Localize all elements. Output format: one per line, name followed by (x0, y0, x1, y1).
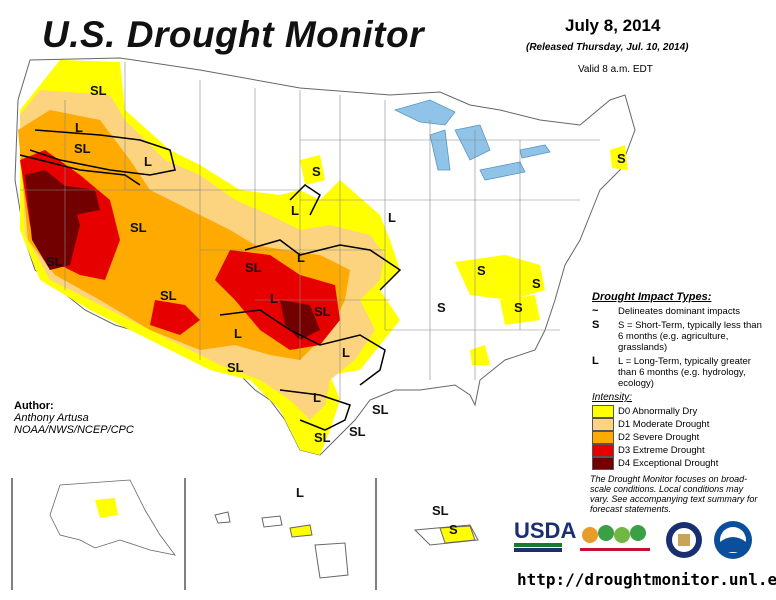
label-sl-11: SL (314, 430, 331, 445)
label-sl-4: SL (46, 254, 63, 269)
swatch-d3 (592, 443, 614, 457)
author-org: NOAA/NWS/NCEP/CPC (14, 424, 134, 436)
ndmc-logo (580, 525, 650, 551)
label-sl-7: SL (314, 304, 331, 319)
label-sl-2: SL (74, 141, 91, 156)
label-sl-10: SL (349, 424, 366, 439)
impact-header: Drought Impact Types: (592, 291, 712, 303)
legend-d0: D0 Abnormally Dry (592, 404, 764, 418)
label-l-2: L (144, 154, 152, 169)
label-sl-pr: SL (432, 503, 449, 518)
legend-d1: D1 Moderate Drought (592, 417, 764, 431)
label-s-6: S (617, 151, 626, 166)
map-date: July 8, 2014 (565, 16, 661, 35)
swatch-d1 (592, 417, 614, 431)
label-sl-9: SL (372, 402, 389, 417)
legend-d2: D2 Severe Drought (592, 430, 764, 444)
label-s-2: S (477, 263, 486, 278)
svg-text:USDA: USDA (514, 518, 576, 543)
legend-d3: D3 Extreme Drought (592, 443, 764, 457)
author-name: Anthony Artusa (14, 412, 89, 424)
label-s-1: S (312, 164, 321, 179)
alaska-d0 (95, 498, 118, 518)
commerce-logo (666, 522, 702, 558)
map-labels: SL L SL L SL SL SL SL SL SL SL SL SL L L… (46, 83, 626, 445)
impact-row-short: S S = Short-Term, typically less than 6 … (592, 319, 764, 354)
impact-text: L = Long-Term, typically greater than 6 … (618, 356, 751, 389)
alaska-inset (49, 479, 176, 556)
label-s-pr: S (449, 522, 458, 537)
impact-l-symbol: L (592, 355, 599, 367)
author-label: Author: (14, 400, 54, 412)
label-l-7: L (313, 390, 321, 405)
swatch-d2 (592, 430, 614, 444)
disclaimer-note: The Drought Monitor focuses on broad-sca… (590, 474, 758, 514)
author-block: Author: Anthony Artusa NOAA/NWS/NCEP/CPC (14, 400, 134, 436)
release-date: (Released Thursday, Jul. 10, 2014) (526, 42, 689, 53)
label-sl-8: SL (227, 360, 244, 375)
page-title: U.S. Drought Monitor (42, 14, 424, 55)
swatch-label: D4 Exceptional Drought (618, 457, 719, 469)
noaa-logo (714, 521, 752, 559)
label-s-5: S (532, 276, 541, 291)
usda-logo: USDA (514, 518, 576, 552)
source-url-link[interactable]: http://droughtmonitor.unl.edu/ (517, 570, 776, 589)
swatch-label: D3 Extreme Drought (618, 444, 705, 456)
impact-boundaries (19, 129, 402, 431)
label-sl-6: SL (245, 260, 262, 275)
inset-frames (11, 478, 377, 590)
impact-row-delineates: ~ Delineates dominant impacts (592, 305, 764, 318)
impact-row-long: L L = Long-Term, typically greater than … (592, 355, 764, 390)
state-boundaries (20, 62, 600, 400)
label-sl-5: SL (160, 288, 177, 303)
drought-d4 (25, 170, 320, 340)
impact-text: Delineates dominant impacts (618, 306, 740, 317)
label-l-6: L (342, 345, 350, 360)
impact-s-symbol: S (592, 319, 600, 331)
label-sl-3: SL (130, 220, 147, 235)
swatch-label: D1 Moderate Drought (618, 418, 710, 430)
label-sl-1: SL (90, 83, 107, 98)
legend: Drought Impact Types: ~ Delineates domin… (592, 292, 764, 470)
valid-time: Valid 8 a.m. EDT (578, 64, 653, 75)
label-l-8: L (291, 203, 299, 218)
label-l-hawaii: L (296, 485, 304, 500)
swatch-label: D0 Abnormally Dry (618, 405, 698, 417)
label-s-3: S (437, 300, 446, 315)
impact-text: S = Short-Term, typically less than 6 mo… (618, 320, 762, 353)
hawaii-inset: L (214, 485, 349, 579)
intensity-header: Intensity: (592, 392, 633, 403)
label-s-4: S (514, 300, 523, 315)
swatch-d4 (592, 456, 614, 470)
swatch-label: D2 Severe Drought (618, 431, 700, 443)
label-l-3: L (234, 326, 242, 341)
puerto-rico-inset: SL S (413, 503, 479, 546)
legend-d4: D4 Exceptional Drought (592, 456, 764, 470)
label-l-5: L (270, 291, 278, 306)
impact-line-symbol: ~ (592, 305, 599, 317)
label-l-4: L (297, 250, 305, 265)
swatch-d0 (592, 404, 614, 418)
label-l-1: L (75, 120, 83, 135)
label-l-9: L (388, 210, 396, 225)
